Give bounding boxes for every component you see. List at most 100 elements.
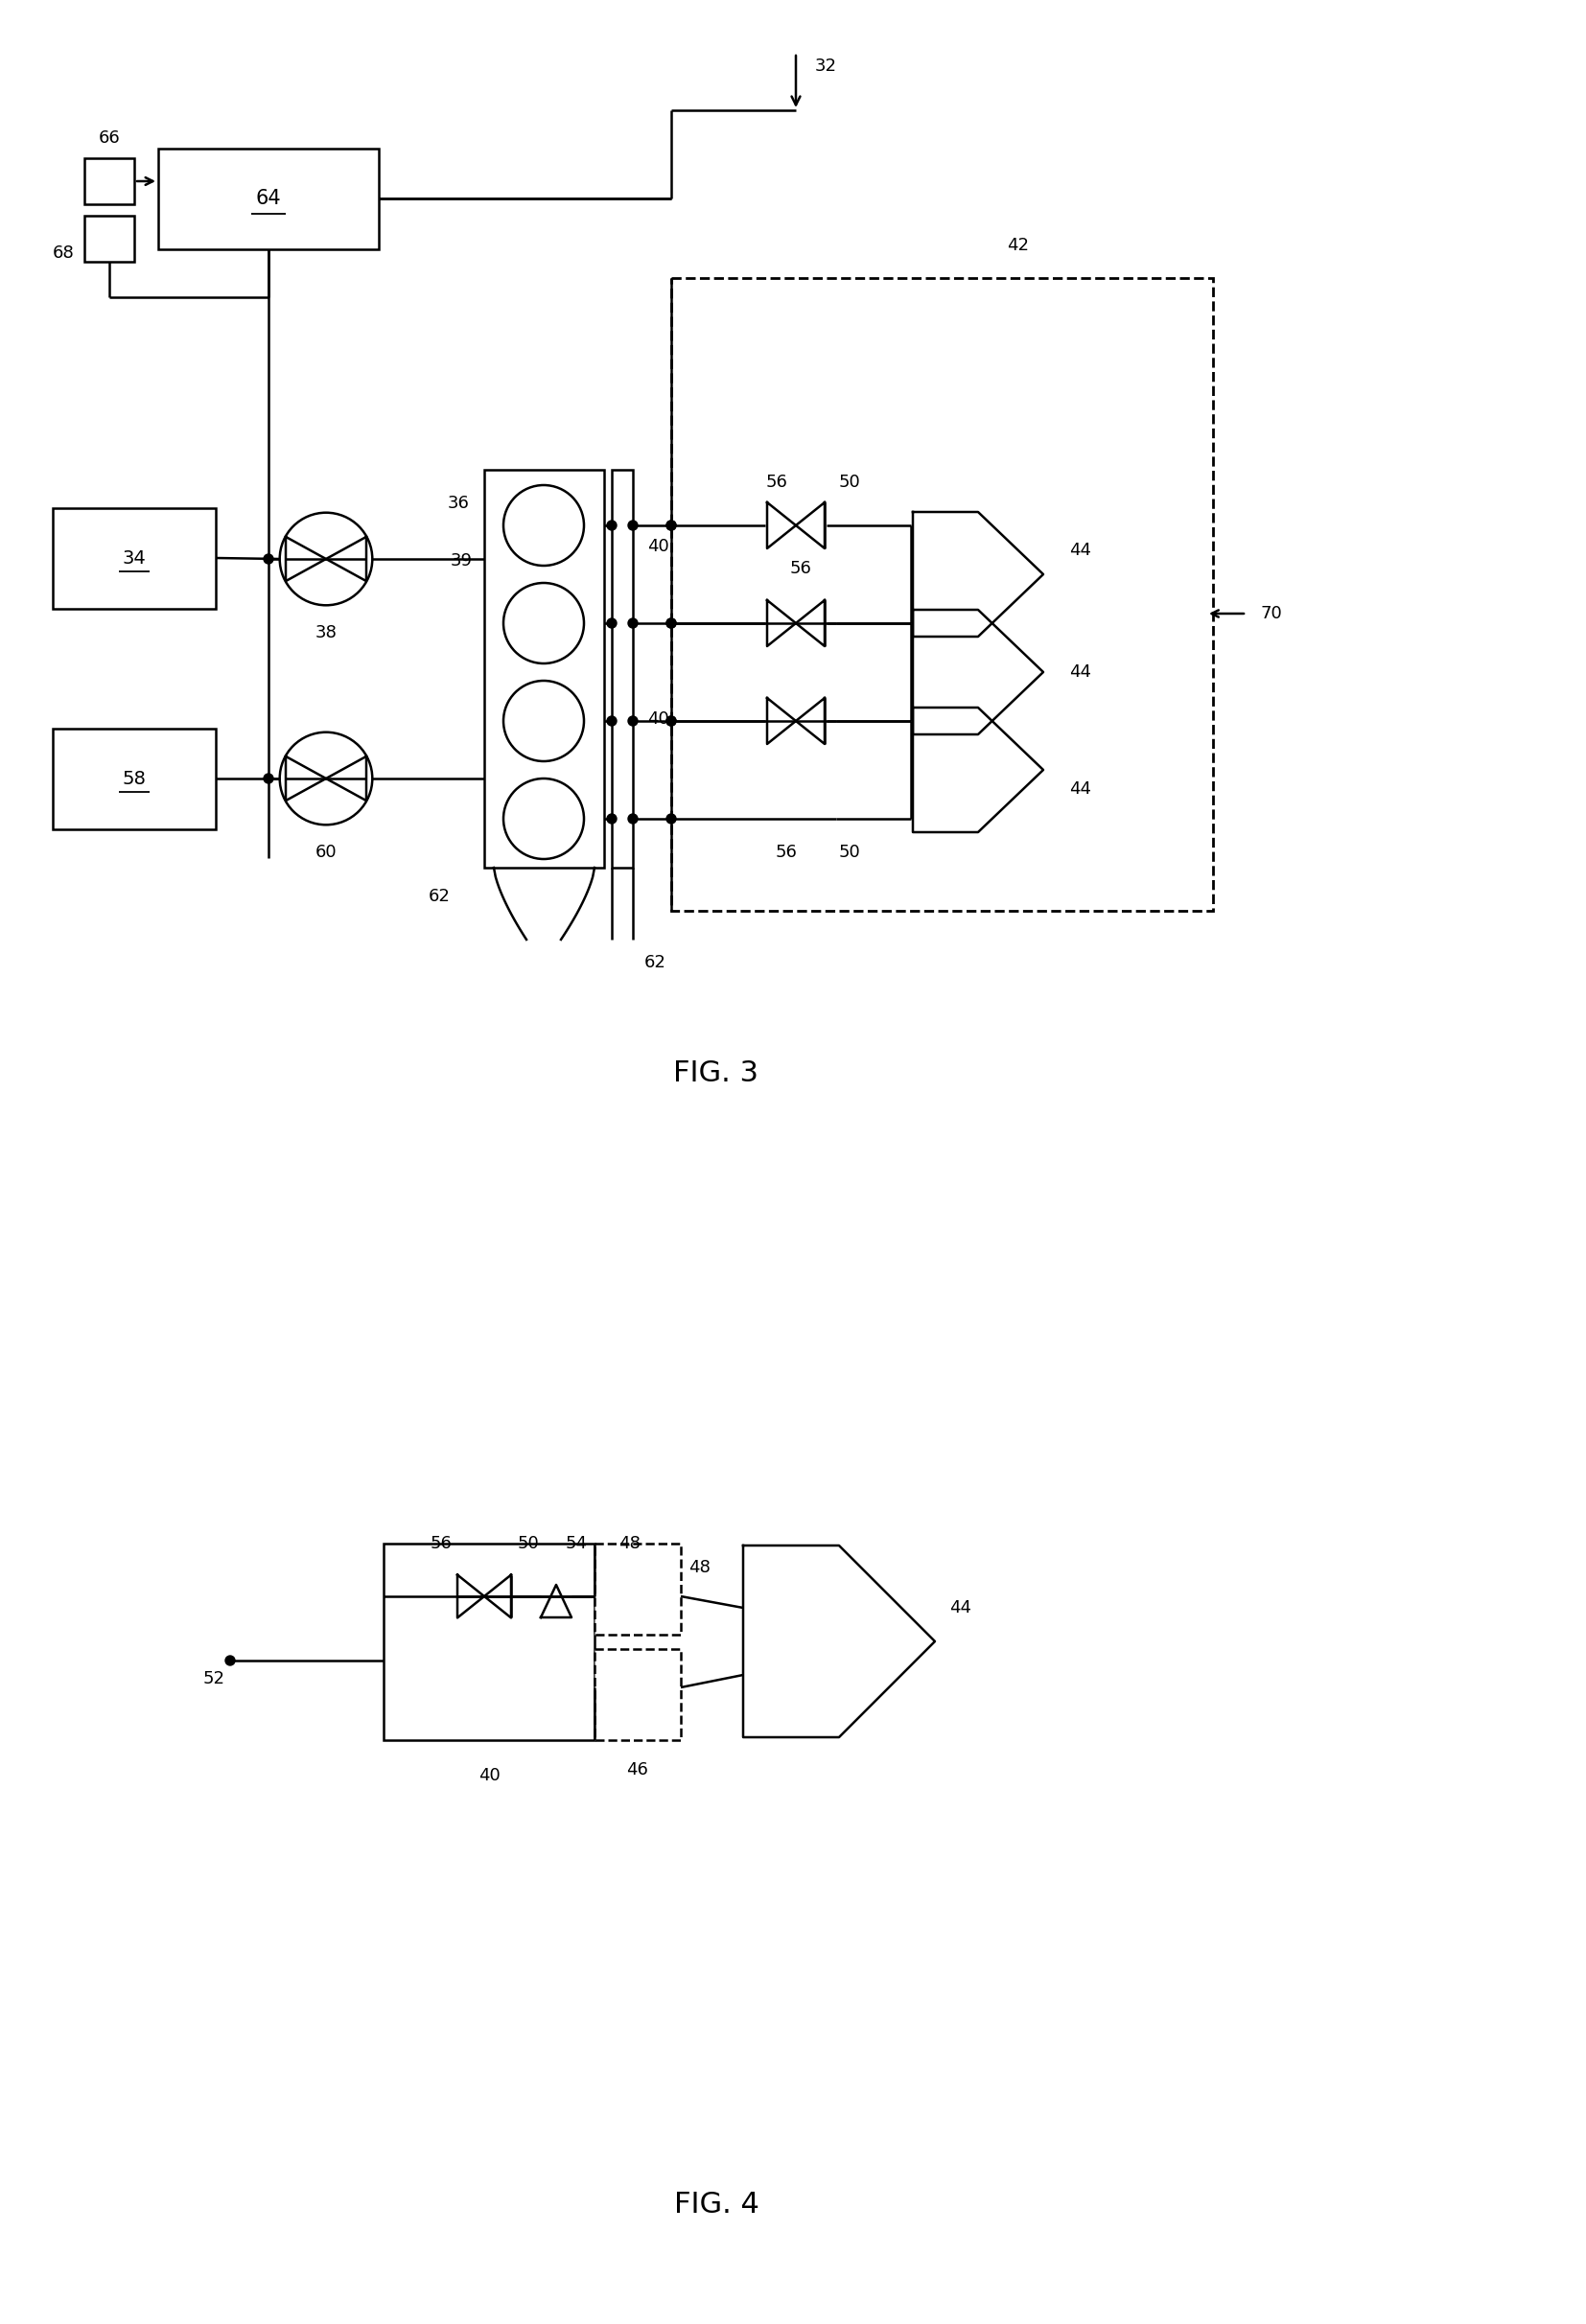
Circle shape xyxy=(1088,544,1093,548)
Circle shape xyxy=(1099,539,1104,544)
Circle shape xyxy=(1082,783,1098,799)
Circle shape xyxy=(1066,674,1083,690)
Circle shape xyxy=(1072,672,1078,676)
Bar xyxy=(484,469,604,867)
Circle shape xyxy=(1082,602,1098,618)
Circle shape xyxy=(1107,639,1121,653)
Bar xyxy=(52,730,216,830)
Text: 48: 48 xyxy=(619,1534,641,1552)
Circle shape xyxy=(666,813,676,823)
Circle shape xyxy=(1098,667,1107,679)
Text: 52: 52 xyxy=(203,1671,225,1687)
Text: 48: 48 xyxy=(688,1559,711,1576)
Circle shape xyxy=(1085,709,1096,720)
Circle shape xyxy=(1048,600,1052,604)
Circle shape xyxy=(1101,790,1118,806)
Circle shape xyxy=(1072,535,1078,539)
Circle shape xyxy=(1061,781,1067,788)
Circle shape xyxy=(1067,625,1082,639)
Text: 44: 44 xyxy=(1069,662,1091,681)
Circle shape xyxy=(1090,711,1098,718)
Circle shape xyxy=(1066,562,1071,567)
Text: 66: 66 xyxy=(98,130,121,146)
Circle shape xyxy=(1072,769,1088,786)
Circle shape xyxy=(1050,590,1063,602)
Circle shape xyxy=(1099,709,1113,723)
Text: 42: 42 xyxy=(1007,237,1029,253)
Circle shape xyxy=(1093,574,1101,581)
Circle shape xyxy=(1094,727,1105,737)
Circle shape xyxy=(1058,611,1074,627)
Circle shape xyxy=(1056,672,1071,686)
Circle shape xyxy=(1088,806,1098,818)
Circle shape xyxy=(1072,625,1083,637)
Circle shape xyxy=(1056,767,1064,774)
Circle shape xyxy=(1050,614,1055,618)
Bar xyxy=(595,1650,680,1741)
Circle shape xyxy=(1080,688,1086,695)
Text: 64: 64 xyxy=(255,188,281,209)
Circle shape xyxy=(1059,804,1077,820)
Text: 56: 56 xyxy=(790,560,812,576)
Circle shape xyxy=(1055,720,1072,737)
Circle shape xyxy=(1058,713,1066,720)
Circle shape xyxy=(1083,548,1093,558)
Text: 34: 34 xyxy=(122,548,146,567)
Bar xyxy=(612,469,633,867)
Circle shape xyxy=(1047,583,1063,600)
Circle shape xyxy=(1048,739,1056,748)
Text: 50: 50 xyxy=(839,474,861,490)
Circle shape xyxy=(666,716,676,725)
Circle shape xyxy=(1066,792,1078,806)
Circle shape xyxy=(1082,825,1094,839)
Circle shape xyxy=(1069,597,1083,611)
Circle shape xyxy=(1109,769,1117,776)
Circle shape xyxy=(1109,630,1112,634)
Circle shape xyxy=(1071,781,1078,790)
Circle shape xyxy=(1063,651,1080,667)
Circle shape xyxy=(1058,792,1071,806)
Circle shape xyxy=(1059,741,1074,758)
Circle shape xyxy=(1096,732,1099,737)
Circle shape xyxy=(1109,611,1113,616)
Circle shape xyxy=(1066,525,1075,535)
Circle shape xyxy=(1067,651,1085,667)
Circle shape xyxy=(1058,769,1074,783)
Text: 44: 44 xyxy=(1069,541,1091,560)
Circle shape xyxy=(1091,567,1107,583)
Circle shape xyxy=(607,813,617,823)
Text: 50: 50 xyxy=(839,844,861,860)
Text: 44: 44 xyxy=(950,1599,971,1618)
Text: 50: 50 xyxy=(517,1534,539,1552)
Circle shape xyxy=(1058,625,1066,634)
Circle shape xyxy=(1064,662,1080,676)
Circle shape xyxy=(1107,590,1120,604)
Bar xyxy=(384,1543,595,1741)
Circle shape xyxy=(1067,581,1085,597)
Circle shape xyxy=(1099,509,1112,523)
Circle shape xyxy=(1093,697,1102,706)
Bar xyxy=(671,279,1213,911)
Circle shape xyxy=(607,521,617,530)
Circle shape xyxy=(1107,688,1118,697)
Text: 44: 44 xyxy=(1069,781,1091,797)
Text: 40: 40 xyxy=(647,537,669,555)
Text: 56: 56 xyxy=(766,474,788,490)
Circle shape xyxy=(1083,597,1094,609)
Circle shape xyxy=(1085,723,1096,734)
Text: 40: 40 xyxy=(647,711,669,727)
Circle shape xyxy=(263,774,273,783)
Circle shape xyxy=(1080,544,1093,555)
Circle shape xyxy=(1077,734,1088,744)
Bar xyxy=(595,1543,680,1634)
Circle shape xyxy=(1099,569,1107,576)
Circle shape xyxy=(1072,648,1086,662)
Circle shape xyxy=(607,716,617,725)
Circle shape xyxy=(1102,535,1113,546)
Circle shape xyxy=(1048,802,1056,811)
Circle shape xyxy=(1044,718,1059,734)
Circle shape xyxy=(1085,818,1098,830)
Circle shape xyxy=(1080,551,1098,569)
Circle shape xyxy=(1090,804,1102,813)
Text: 62: 62 xyxy=(644,953,666,971)
